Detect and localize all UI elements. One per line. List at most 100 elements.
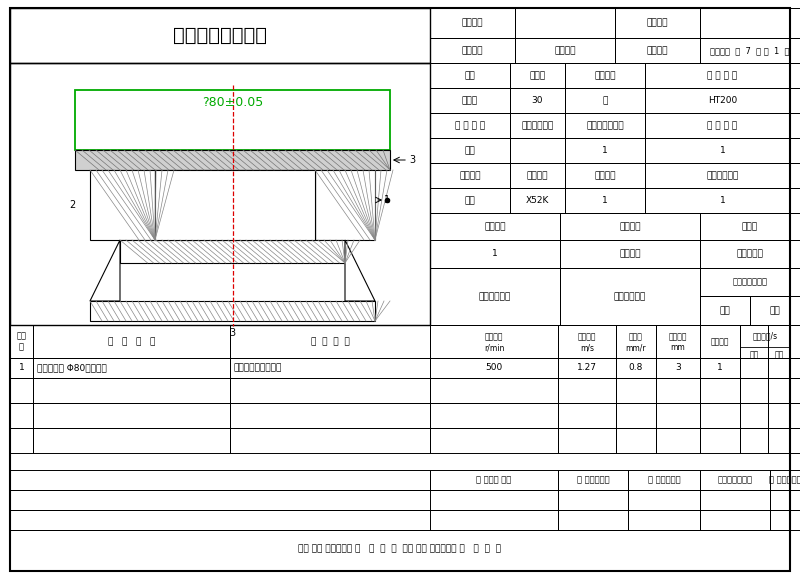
Bar bbox=[10, 403, 33, 428]
Text: 车间: 车间 bbox=[465, 71, 475, 80]
Text: 会 签（日期）: 会 签（日期） bbox=[769, 475, 800, 485]
Text: 3: 3 bbox=[409, 155, 415, 165]
Text: 设备型号: 设备型号 bbox=[526, 171, 548, 180]
Bar bbox=[750, 296, 800, 325]
Text: 500: 500 bbox=[486, 364, 502, 372]
Bar bbox=[616, 403, 656, 428]
Bar bbox=[615, 38, 700, 63]
Text: 1: 1 bbox=[384, 195, 390, 205]
Bar bbox=[768, 325, 790, 358]
Bar bbox=[656, 358, 700, 378]
Bar bbox=[430, 268, 560, 325]
Bar bbox=[155, 170, 315, 240]
Text: 3: 3 bbox=[675, 364, 681, 372]
Bar bbox=[315, 170, 375, 240]
Text: 同时加工件数: 同时加工件数 bbox=[706, 171, 738, 180]
Bar bbox=[515, 8, 615, 38]
Bar bbox=[33, 325, 230, 358]
Bar bbox=[75, 150, 390, 170]
Bar bbox=[515, 38, 615, 63]
Text: 1: 1 bbox=[602, 146, 608, 155]
Bar bbox=[790, 403, 800, 428]
Bar bbox=[628, 490, 700, 510]
Bar bbox=[10, 63, 430, 325]
Text: 工  艺  装  备: 工 艺 装 备 bbox=[310, 337, 350, 346]
Text: 设备编号: 设备编号 bbox=[594, 171, 616, 180]
Bar bbox=[10, 490, 790, 510]
Bar bbox=[560, 268, 700, 325]
Bar bbox=[645, 63, 800, 88]
Text: 零件图号: 零件图号 bbox=[646, 19, 668, 27]
Bar bbox=[33, 428, 230, 453]
Bar bbox=[616, 358, 656, 378]
Bar bbox=[565, 138, 645, 163]
Bar bbox=[565, 63, 645, 88]
Bar bbox=[430, 325, 558, 358]
Bar bbox=[10, 378, 33, 403]
Bar bbox=[700, 38, 800, 63]
Text: 工步工时/s: 工步工时/s bbox=[753, 332, 778, 340]
Text: 主轴转速: 主轴转速 bbox=[485, 332, 503, 342]
Bar bbox=[616, 428, 656, 453]
Bar bbox=[558, 358, 616, 378]
Text: r/min: r/min bbox=[484, 343, 504, 353]
Bar bbox=[560, 213, 700, 240]
Text: 工序名称: 工序名称 bbox=[594, 71, 616, 80]
Text: 设 计（日 期）: 设 计（日 期） bbox=[476, 475, 512, 485]
Text: 工   步   内   容: 工 步 内 容 bbox=[108, 337, 155, 346]
Bar bbox=[700, 240, 800, 268]
Text: 机加工: 机加工 bbox=[462, 96, 478, 105]
Text: 切削液: 切削液 bbox=[742, 222, 758, 231]
Text: HT200: HT200 bbox=[708, 96, 737, 105]
Bar bbox=[558, 428, 616, 453]
Text: 材 料 牌 号: 材 料 牌 号 bbox=[707, 71, 738, 80]
Bar bbox=[565, 113, 645, 138]
Bar bbox=[700, 428, 740, 453]
Bar bbox=[430, 138, 510, 163]
Text: 工步
号: 工步 号 bbox=[17, 332, 26, 351]
Text: 工序号: 工序号 bbox=[530, 71, 546, 80]
Bar bbox=[230, 325, 430, 358]
Bar bbox=[230, 358, 430, 378]
Bar bbox=[430, 88, 510, 113]
Bar bbox=[645, 88, 800, 113]
Text: 切削速度: 切削速度 bbox=[578, 332, 596, 342]
Text: 粗铣、精铣 Φ80底部端面: 粗铣、精铣 Φ80底部端面 bbox=[37, 364, 106, 372]
Bar bbox=[430, 403, 558, 428]
Bar bbox=[700, 470, 770, 490]
Text: 毛坯外形尺寸: 毛坯外形尺寸 bbox=[522, 121, 554, 130]
Text: 产品名称: 产品名称 bbox=[462, 46, 483, 55]
Bar bbox=[10, 8, 430, 63]
Bar bbox=[430, 240, 560, 268]
Bar bbox=[628, 470, 700, 490]
Text: 每毛坯可制件数: 每毛坯可制件数 bbox=[586, 121, 624, 130]
Bar bbox=[510, 138, 565, 163]
Bar bbox=[90, 170, 155, 240]
Bar bbox=[740, 403, 768, 428]
Text: 水泵叶轮: 水泵叶轮 bbox=[554, 46, 576, 55]
Text: 普通乳化液: 普通乳化液 bbox=[737, 250, 763, 258]
Bar bbox=[740, 325, 768, 358]
Bar bbox=[430, 188, 510, 213]
Text: 夹具名称: 夹具名称 bbox=[619, 222, 641, 231]
Text: 30: 30 bbox=[532, 96, 543, 105]
Bar bbox=[790, 428, 800, 453]
Text: 进给次数: 进给次数 bbox=[710, 337, 730, 346]
Text: 1.27: 1.27 bbox=[577, 364, 597, 372]
Bar bbox=[560, 240, 700, 268]
Text: 机动: 机动 bbox=[750, 350, 758, 360]
Bar bbox=[510, 113, 565, 138]
Bar bbox=[700, 490, 770, 510]
Bar bbox=[558, 378, 616, 403]
Bar bbox=[510, 188, 565, 213]
Bar bbox=[510, 63, 565, 88]
Bar bbox=[33, 378, 230, 403]
Text: 毛 坯 种 类: 毛 坯 种 类 bbox=[455, 121, 485, 130]
Text: 夹具编号: 夹具编号 bbox=[484, 222, 506, 231]
Text: 单件: 单件 bbox=[770, 306, 780, 315]
Polygon shape bbox=[90, 240, 120, 301]
Bar bbox=[700, 8, 800, 38]
Bar bbox=[790, 378, 800, 403]
Text: mm: mm bbox=[670, 343, 686, 353]
Text: 机械加工工序卡片: 机械加工工序卡片 bbox=[173, 26, 267, 45]
